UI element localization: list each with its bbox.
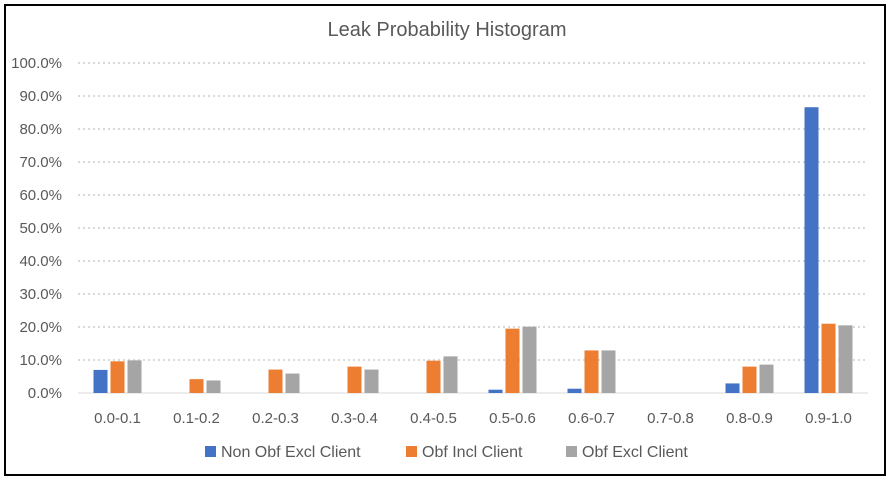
legend-swatch bbox=[566, 446, 577, 457]
x-tick-label: 0.5-0.6 bbox=[489, 410, 536, 427]
y-tick-label: 50.0% bbox=[19, 220, 62, 237]
bar bbox=[725, 383, 740, 393]
y-tick-label: 20.0% bbox=[19, 319, 62, 336]
bar bbox=[804, 107, 819, 393]
y-tick-label: 10.0% bbox=[19, 352, 62, 369]
bar bbox=[285, 373, 300, 393]
x-tick-label: 0.3-0.4 bbox=[331, 410, 378, 427]
bars bbox=[93, 107, 853, 393]
legend-label: Obf Excl Client bbox=[582, 444, 688, 461]
bar bbox=[364, 369, 379, 393]
x-tick-label: 0.0-0.1 bbox=[94, 410, 141, 427]
y-tick-label: 60.0% bbox=[19, 187, 62, 204]
x-tick-label: 0.2-0.3 bbox=[252, 410, 299, 427]
bar bbox=[488, 389, 503, 393]
bar bbox=[584, 350, 599, 393]
bar bbox=[567, 388, 582, 393]
x-tick-label: 0.6-0.7 bbox=[568, 410, 615, 427]
y-tick-label: 90.0% bbox=[19, 88, 62, 105]
y-tick-label: 30.0% bbox=[19, 286, 62, 303]
legend-label: Obf Incl Client bbox=[422, 444, 523, 461]
chart-title: Leak Probability Histogram bbox=[328, 19, 567, 41]
legend: Non Obf Excl Client Obf Incl Client Obf Ex… bbox=[205, 444, 688, 461]
legend-label: Non Obf Excl Client bbox=[221, 444, 361, 461]
legend-swatch bbox=[205, 446, 216, 457]
y-tick-label: 0.0% bbox=[28, 385, 62, 402]
x-axis-ticks: 0.0-0.1 0.1-0.2 0.2-0.3 0.3-0.4 0.4-0.5 0.5-0… bbox=[94, 410, 852, 427]
bar bbox=[522, 326, 537, 393]
bar bbox=[759, 364, 774, 393]
x-tick-label: 0.7-0.8 bbox=[647, 410, 694, 427]
x-tick-label: 0.8-0.9 bbox=[726, 410, 773, 427]
bar bbox=[347, 366, 362, 393]
bar bbox=[93, 369, 108, 393]
bar bbox=[110, 361, 125, 393]
bar bbox=[838, 325, 853, 393]
y-tick-label: 70.0% bbox=[19, 154, 62, 171]
bar bbox=[443, 356, 458, 393]
legend-swatch bbox=[406, 446, 417, 457]
y-tick-label: 40.0% bbox=[19, 253, 62, 270]
chart-frame bbox=[4, 4, 886, 476]
gridlines bbox=[78, 62, 868, 394]
x-tick-label: 0.9-1.0 bbox=[805, 410, 852, 427]
x-tick-label: 0.1-0.2 bbox=[173, 410, 220, 427]
bar bbox=[206, 380, 221, 393]
bar bbox=[189, 379, 204, 393]
bar bbox=[127, 360, 142, 393]
bar bbox=[426, 360, 441, 393]
bar bbox=[505, 328, 520, 393]
bar bbox=[821, 323, 836, 393]
y-tick-label: 100.0% bbox=[11, 55, 62, 72]
bar bbox=[268, 369, 283, 393]
y-tick-label: 80.0% bbox=[19, 121, 62, 138]
x-tick-label: 0.4-0.5 bbox=[410, 410, 457, 427]
bar bbox=[601, 350, 616, 393]
y-axis-ticks: 0.0% 10.0% 20.0% 30.0% 40.0% 50.0% 60.0% 70.0% 8… bbox=[11, 55, 62, 402]
bar bbox=[742, 366, 757, 393]
